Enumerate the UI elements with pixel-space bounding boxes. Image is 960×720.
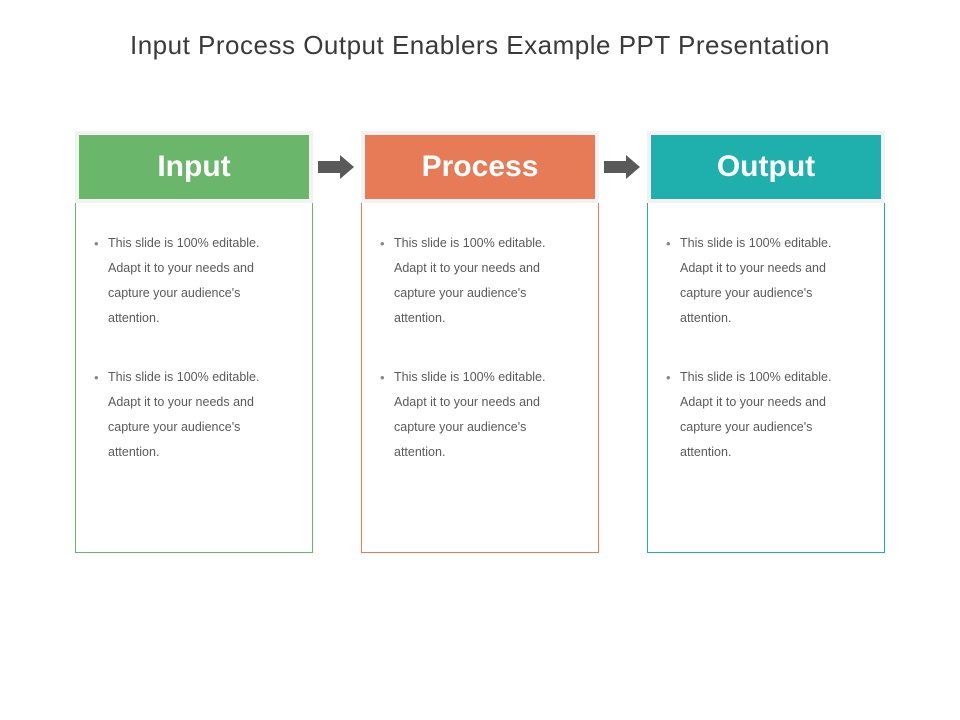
output-bullet: This slide is 100% editable. Adapt it to… (666, 231, 866, 331)
process-header: Process (361, 131, 599, 203)
slide-title: Input Process Output Enablers Example PP… (50, 30, 910, 61)
output-body: This slide is 100% editable. Adapt it to… (647, 203, 885, 553)
arrow-icon (604, 155, 642, 179)
process-body: This slide is 100% editable. Adapt it to… (361, 203, 599, 553)
input-bullet: This slide is 100% editable. Adapt it to… (94, 365, 294, 465)
input-column: Input This slide is 100% editable. Adapt… (75, 131, 313, 553)
process-bullet: This slide is 100% editable. Adapt it to… (380, 365, 580, 465)
output-column: Output This slide is 100% editable. Adap… (647, 131, 885, 553)
input-body: This slide is 100% editable. Adapt it to… (75, 203, 313, 553)
input-bullet: This slide is 100% editable. Adapt it to… (94, 231, 294, 331)
input-header: Input (75, 131, 313, 203)
process-column: Process This slide is 100% editable. Ada… (361, 131, 599, 553)
process-bullet: This slide is 100% editable. Adapt it to… (380, 231, 580, 331)
arrow-process-to-output (599, 131, 647, 203)
arrow-icon (318, 155, 356, 179)
output-header: Output (647, 131, 885, 203)
output-bullet: This slide is 100% editable. Adapt it to… (666, 365, 866, 465)
ipo-flow: Input This slide is 100% editable. Adapt… (50, 131, 910, 553)
arrow-input-to-process (313, 131, 361, 203)
